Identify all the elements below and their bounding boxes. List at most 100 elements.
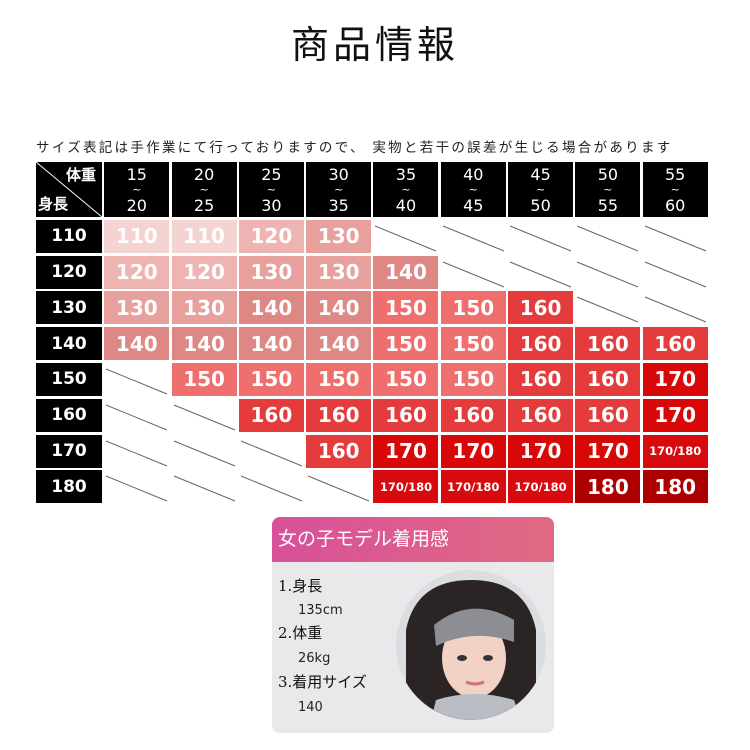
empty-cell: [306, 470, 371, 503]
tilde: ~: [535, 182, 546, 196]
size-cell: 120: [171, 255, 237, 289]
weight-from: 55: [664, 164, 686, 184]
size-cell: 160: [440, 398, 506, 432]
size-cell: 140: [104, 327, 170, 361]
weight-column-header: 15 ~20: [104, 162, 170, 217]
size-cell: 130: [104, 291, 170, 325]
size-cell: 160: [508, 398, 574, 432]
size-cell: 140: [373, 255, 439, 289]
empty-diagonal-line: [442, 225, 504, 252]
tilde: ~: [266, 182, 276, 196]
weight-column-header: 40 ~45: [440, 162, 506, 217]
weight-column-header: 35 ~40: [373, 162, 439, 217]
weight-column-header: 50 ~55: [575, 162, 641, 217]
empty-diagonal-line: [173, 404, 235, 431]
size-cell: 140: [238, 327, 304, 361]
weight-from: 30: [328, 164, 349, 184]
size-cell: 110: [104, 219, 170, 253]
tilde: ~: [334, 182, 344, 196]
size-cell: 150: [238, 362, 304, 396]
weight-to: 30: [261, 195, 282, 215]
height-row-header: 150: [36, 362, 102, 396]
size-cell: 150: [440, 362, 506, 396]
model-weight-label: 2.体重: [278, 624, 323, 642]
weight-column-header: 55 ~60: [642, 162, 708, 217]
empty-diagonal-line: [307, 475, 370, 502]
empty-cell: [104, 435, 169, 468]
weight-to: 50: [530, 195, 551, 215]
weight-to: 55: [597, 195, 619, 215]
empty-cell: [575, 291, 640, 324]
empty-cell: [172, 435, 237, 468]
size-note: サイズ表記は手作業にて行っておりますので、 実物と若干の誤差が生じる場合がありま…: [36, 140, 673, 156]
weight-column-header: 25 ~30: [238, 162, 304, 217]
empty-diagonal-line: [173, 440, 235, 467]
height-row-header: 180: [36, 470, 102, 504]
model-height-label: 1.身長: [278, 577, 323, 595]
weight-to: 20: [126, 195, 147, 215]
empty-diagonal-line: [106, 404, 168, 431]
empty-cell: [239, 470, 304, 503]
size-cell: 140: [171, 327, 237, 361]
empty-cell: [575, 256, 640, 289]
height-row-header: 120: [36, 255, 102, 289]
table-corner-header: 体重 身長: [36, 162, 102, 217]
size-cell: 180: [642, 470, 708, 504]
weight-to: 35: [328, 195, 349, 215]
size-cell: 150: [373, 327, 439, 361]
empty-diagonal-line: [644, 296, 706, 323]
empty-diagonal-line: [577, 296, 639, 323]
page-title: 商品情報: [290, 23, 459, 67]
size-cell: 170: [373, 434, 439, 468]
empty-diagonal-line: [644, 261, 706, 288]
size-cell: 150: [373, 291, 439, 325]
empty-cell: [643, 256, 708, 289]
model-fit-card: 女の子モデル着用感 1.身長 135cm 2.体重 26kg 3.着用サイズ 1…: [272, 517, 554, 733]
size-cell: 170: [642, 362, 708, 396]
size-cell: 160: [238, 398, 304, 432]
size-cell: 160: [575, 362, 641, 396]
weight-from: 35: [395, 164, 417, 184]
empty-diagonal-line: [240, 440, 303, 467]
empty-cell: [508, 256, 573, 289]
model-photo: [396, 570, 546, 720]
empty-diagonal-line: [106, 368, 168, 395]
size-cell: 160: [306, 398, 372, 432]
size-cell: 130: [306, 219, 372, 253]
height-row-header: 170: [36, 434, 102, 468]
empty-diagonal-line: [509, 261, 572, 288]
empty-cell: [441, 220, 506, 253]
size-cell: 140: [306, 327, 372, 361]
empty-diagonal-line: [375, 225, 437, 252]
model-size-value: 140: [298, 700, 323, 715]
empty-cell: [373, 220, 438, 253]
weight-from: 45: [530, 164, 551, 184]
empty-diagonal-line: [442, 261, 504, 288]
size-cell: 160: [306, 434, 372, 468]
size-cell: 160: [642, 327, 708, 361]
empty-cell: [508, 220, 573, 253]
empty-cell: [239, 435, 304, 468]
size-cell: 150: [306, 362, 372, 396]
weight-from: 40: [463, 164, 484, 184]
size-cell: 170/180: [440, 470, 506, 504]
empty-cell: [643, 291, 708, 324]
size-chart-table: 体重 身長 15 ~20 20 ~25 25 ~30 30 ~35 35 ~40 40 ~45 45 ~5…: [36, 162, 708, 504]
tilde: ~: [401, 182, 411, 196]
weight-header: 体重: [65, 166, 96, 184]
tilde: ~: [670, 182, 680, 196]
empty-cell: [104, 399, 169, 432]
weight-to: 40: [395, 195, 417, 215]
size-cell: 130: [306, 255, 372, 289]
weight-from: 25: [261, 164, 282, 184]
weight-column-header: 20 ~25: [171, 162, 237, 217]
empty-diagonal-line: [509, 225, 572, 252]
size-cell: 140: [238, 291, 304, 325]
empty-cell: [172, 399, 237, 432]
corner-diagonal-line: [36, 162, 102, 217]
height-header: 身長: [38, 195, 69, 213]
empty-cell: [172, 470, 237, 503]
size-cell: 160: [575, 327, 641, 361]
model-height-value: 135cm: [298, 603, 343, 618]
